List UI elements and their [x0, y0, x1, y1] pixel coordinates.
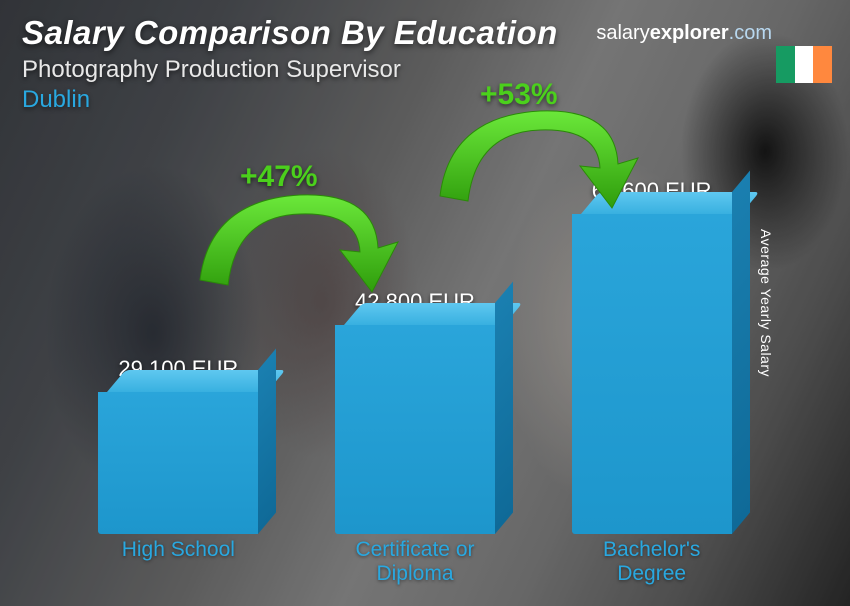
- flag-stripe-white: [795, 46, 814, 83]
- increase-label: +53%: [480, 78, 558, 112]
- job-subtitle: Photography Production Supervisor: [22, 56, 828, 84]
- x-axis-label: High School: [78, 538, 278, 586]
- brand-part3: .com: [729, 22, 772, 44]
- brand-logo: salaryexplorer.com: [596, 22, 772, 45]
- x-axis-label: Bachelor'sDegree: [552, 538, 752, 586]
- bar-chart: 29,100 EUR42,800 EUR65,600 EUR High Scho…: [60, 120, 770, 586]
- x-axis-label: Certificate orDiploma: [315, 538, 515, 586]
- bar: [335, 325, 495, 534]
- bars-container: 29,100 EUR42,800 EUR65,600 EUR: [60, 120, 770, 534]
- bar-front-face: [98, 392, 258, 534]
- bar-front-face: [572, 214, 732, 534]
- ireland-flag-icon: [776, 46, 832, 83]
- bar-front-face: [335, 325, 495, 534]
- bar-group: 29,100 EUR: [78, 356, 278, 534]
- x-labels-container: High School Certificate orDiploma Bachelor…: [60, 538, 770, 586]
- flag-stripe-green: [776, 46, 795, 83]
- bar-side-face: [495, 282, 513, 534]
- bar: [572, 214, 732, 534]
- growth-arrow-icon: [180, 180, 410, 320]
- increase-label: +47%: [240, 160, 318, 194]
- growth-arrow-icon: [420, 96, 650, 236]
- brand-part1: salary: [596, 22, 649, 44]
- bar: [98, 392, 258, 534]
- bar-side-face: [732, 171, 750, 534]
- brand-part2: explorer: [650, 22, 729, 44]
- bar-group: 42,800 EUR: [315, 289, 515, 534]
- bar-side-face: [258, 349, 276, 534]
- flag-stripe-orange: [813, 46, 832, 83]
